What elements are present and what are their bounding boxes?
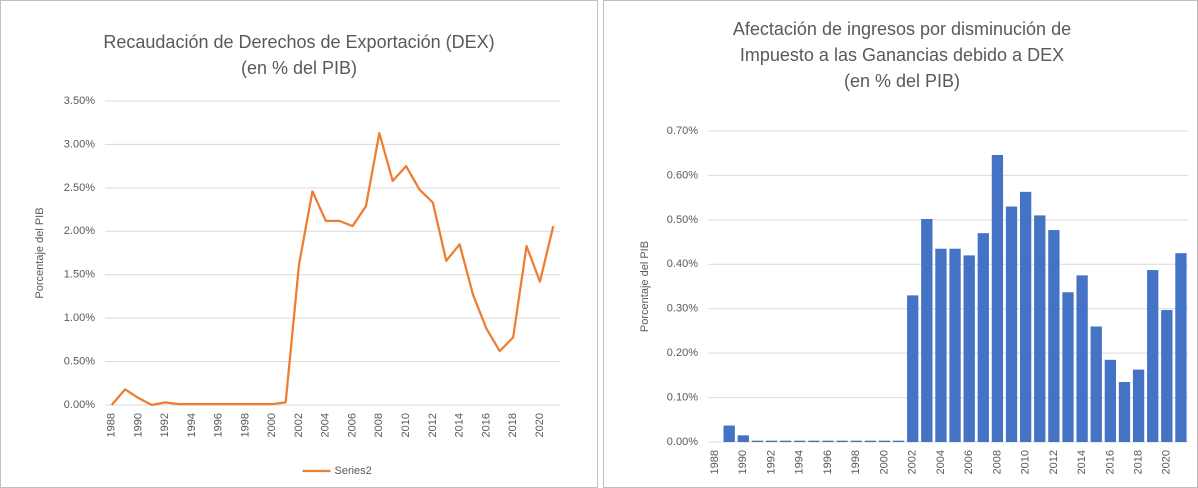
bar (1175, 253, 1187, 442)
y-tick-label: 3.00% (64, 138, 95, 150)
x-tick-label: 1990 (737, 450, 749, 474)
x-tick-label: 1988 (709, 450, 721, 474)
panel (0, 0, 598, 488)
bar (836, 440, 848, 442)
x-tick-label: 1988 (106, 413, 118, 437)
x-tick-label: 1994 (186, 413, 198, 437)
bar (963, 255, 975, 442)
x-tick-label: 2002 (293, 413, 305, 437)
x-tick-label: 2020 (1161, 450, 1173, 474)
bar (1034, 215, 1046, 442)
bar (991, 154, 1004, 442)
bar (1161, 310, 1173, 442)
chart-title: Afectación de ingresos por disminución d… (733, 19, 1071, 39)
x-tick-label: 2016 (480, 413, 492, 437)
x-tick-label: 1998 (850, 450, 862, 474)
x-tick-label: 2008 (373, 413, 385, 437)
y-tick-label: 0.50% (64, 355, 95, 367)
x-tick-label: 2010 (400, 413, 412, 437)
x-tick-label: 2006 (963, 450, 975, 474)
bar (1104, 359, 1116, 442)
x-tick-label: 2010 (1020, 450, 1032, 474)
bar (1090, 326, 1102, 442)
bar (723, 425, 735, 442)
bar (878, 440, 891, 442)
x-tick-label: 2002 (907, 450, 919, 474)
x-tick-label: 1996 (213, 413, 225, 437)
bar (921, 218, 933, 442)
bar (1076, 275, 1088, 442)
x-tick-label: 1996 (822, 450, 834, 474)
bar (1147, 270, 1159, 442)
bar (1020, 191, 1032, 442)
bar (907, 295, 919, 442)
x-tick-label: 2012 (1048, 450, 1060, 474)
y-tick-label: 0.30% (667, 303, 698, 315)
bar (822, 440, 834, 442)
y-tick-label: 1.00% (64, 312, 95, 324)
series-line (110, 132, 555, 407)
bar (850, 440, 862, 442)
x-tick-label: 1992 (159, 413, 171, 437)
y-tick-label: 2.00% (64, 225, 95, 237)
x-tick-label: 2020 (534, 413, 546, 437)
y-tick-label: 0.40% (667, 258, 698, 270)
bar (935, 248, 947, 442)
y-tick-label: 0.70% (667, 125, 698, 137)
bar (864, 440, 876, 442)
x-tick-label: 2014 (454, 413, 466, 437)
chart-title: Recaudación de Derechos de Exportación (… (103, 32, 494, 52)
bar (808, 440, 820, 442)
bar (751, 440, 764, 442)
bar (949, 248, 961, 442)
bar (765, 440, 778, 442)
x-tick-label: 1992 (765, 450, 777, 474)
x-tick-label: 2006 (346, 413, 358, 437)
x-tick-label: 2014 (1076, 450, 1088, 474)
bar (1062, 292, 1074, 442)
y-tick-label: 1.50% (64, 269, 95, 281)
x-tick-label: 2018 (1132, 450, 1144, 474)
bar (780, 440, 792, 442)
y-tick-label: 0.10% (667, 391, 698, 403)
x-tick-label: 2018 (507, 413, 519, 437)
bar (794, 440, 806, 442)
x-tick-label: 2000 (266, 413, 278, 437)
y-tick-label: 0.60% (667, 169, 698, 181)
x-tick-label: 2000 (878, 450, 890, 474)
y-tick-label: 2.50% (64, 182, 95, 194)
y-tick-label: 0.50% (667, 214, 698, 226)
y-tick-label: 0.00% (64, 399, 95, 411)
bar (1048, 230, 1060, 442)
chart-title: (en % del PIB) (844, 71, 960, 91)
x-tick-label: 2008 (991, 450, 1003, 474)
chart-title: Impuesto a las Ganancias debido a DEX (740, 45, 1064, 65)
x-tick-label: 2012 (427, 413, 439, 437)
x-tick-label: 1994 (794, 450, 806, 474)
legend-label: Series2 (335, 465, 372, 477)
bar (1118, 382, 1131, 442)
y-axis-label: Porcentaje del PIB (34, 207, 46, 298)
y-tick-label: 0.00% (667, 436, 698, 448)
bar (1132, 369, 1145, 442)
x-tick-label: 1990 (132, 413, 144, 437)
bar (977, 233, 989, 442)
x-tick-label: 2004 (935, 450, 947, 474)
bar (737, 435, 749, 442)
x-tick-label: 1998 (239, 413, 251, 437)
x-tick-label: 2016 (1104, 450, 1116, 474)
y-axis-label: Porcentaje del PIB (639, 241, 651, 332)
y-tick-label: 3.50% (64, 95, 95, 107)
chart-title: (en % del PIB) (241, 58, 357, 78)
x-tick-label: 2004 (320, 413, 332, 437)
y-tick-label: 0.20% (667, 347, 698, 359)
bar (1005, 206, 1018, 442)
bar (892, 440, 905, 442)
